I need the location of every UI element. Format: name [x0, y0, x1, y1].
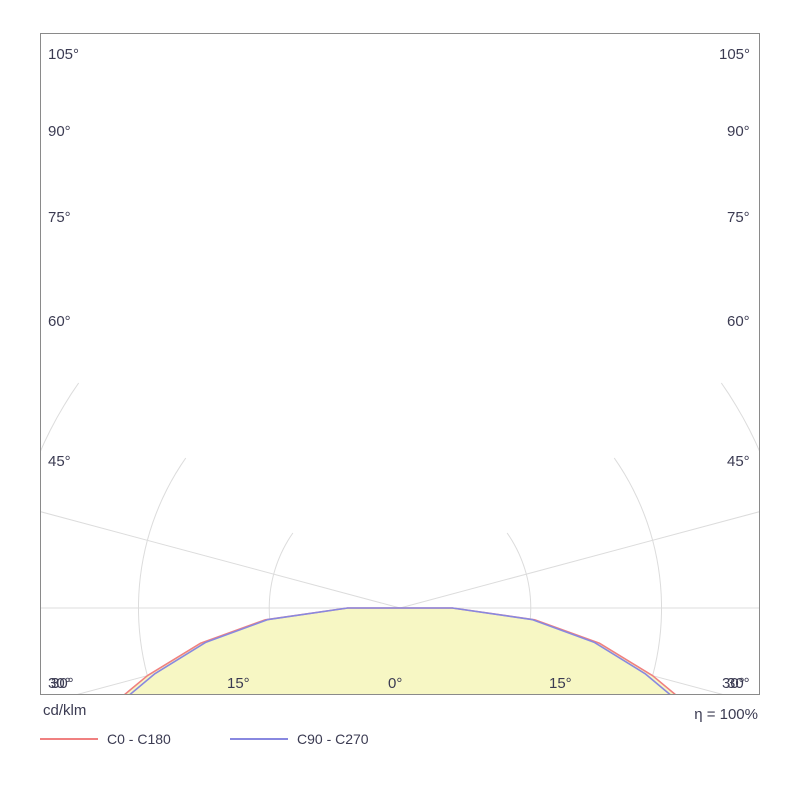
legend-label-c90-c270: C90 - C270 [297, 731, 369, 747]
legend-swatch-c90-c270 [230, 738, 288, 740]
chart-legend: cd/klm η = 100% C0 - C180 C90 - C270 [40, 702, 760, 772]
axis-label-left-90: 90° [48, 123, 71, 140]
axis-label-bottom-30L: 30° [51, 675, 74, 692]
axis-label-right-105: 105° [719, 46, 751, 63]
axis-label-left-45: 45° [48, 453, 71, 470]
series-fill-area [125, 608, 675, 694]
axis-label-bottom-15L: 15° [227, 675, 250, 692]
axis-label-left-30: 30° [48, 675, 71, 692]
legend-entry-c0-c180[interactable]: C0 - C180 [40, 731, 171, 747]
legend-label-c0-c180: C0 - C180 [107, 731, 171, 747]
plot-frame [40, 33, 760, 695]
legend-efficiency-label: η = 100% [694, 706, 758, 723]
axis-label-right-30: 30° [727, 675, 750, 692]
legend-entry-c90-c270[interactable]: C90 - C270 [230, 731, 369, 747]
legend-swatch-c0-c180 [40, 738, 98, 740]
axis-label-left-60: 60° [48, 313, 71, 330]
axis-label-left-105: 105° [48, 46, 80, 63]
axis-label-left-75: 75° [48, 209, 71, 226]
legend-unit-label: cd/klm [43, 702, 87, 719]
axis-label-right-90: 90° [727, 123, 750, 140]
axis-label-right-45: 45° [727, 453, 750, 470]
axis-label-bottom-0: 0° [388, 675, 403, 692]
axis-label-right-60: 60° [727, 313, 750, 330]
axis-label-right-75: 75° [727, 209, 750, 226]
axis-label-bottom-15R: 15° [549, 675, 572, 692]
axis-label-bottom-30R: 30° [722, 675, 745, 692]
